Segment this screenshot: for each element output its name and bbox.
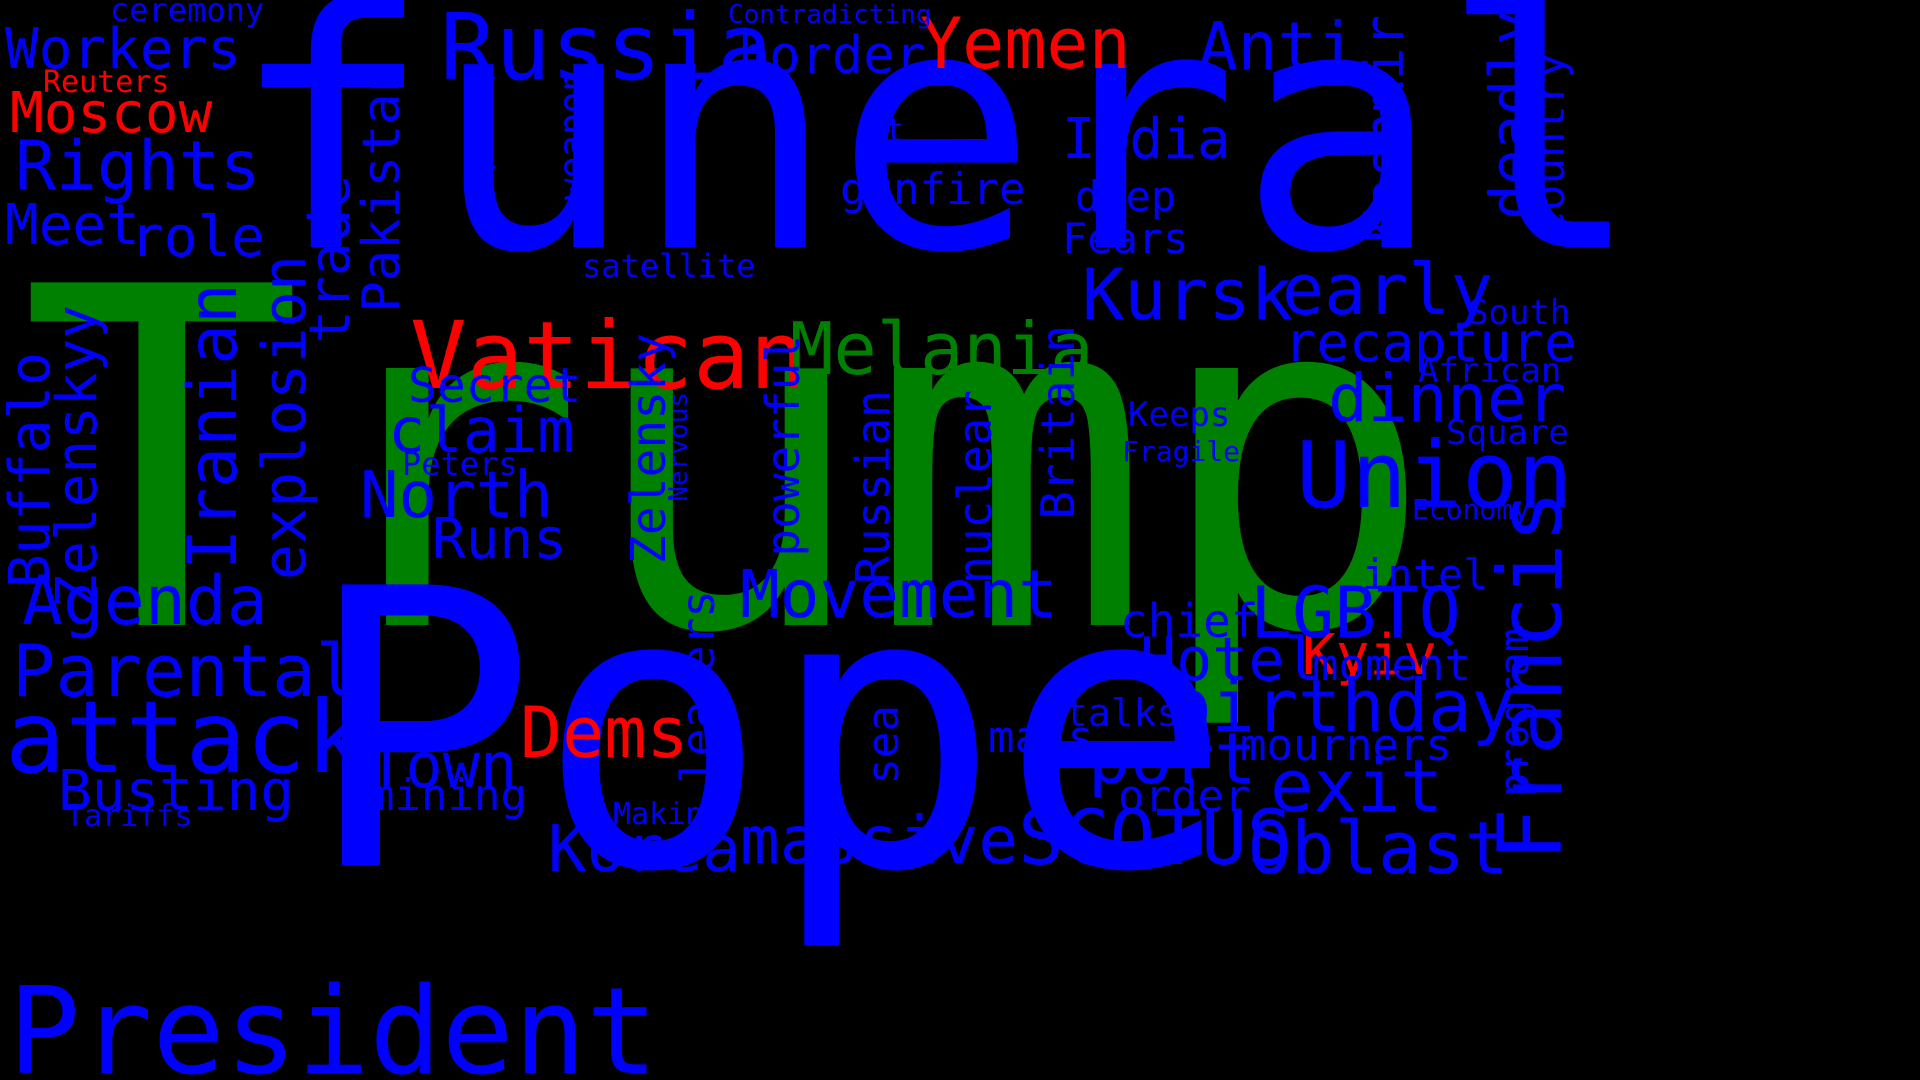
word-explosion: explosion [250, 255, 320, 581]
word-fragile: Fragile [1122, 435, 1241, 468]
word-peters: Peters [402, 445, 518, 483]
word-mass: mass [988, 712, 1094, 763]
word-buffalo: Buffalo [0, 352, 63, 589]
word-melania: Melania [790, 307, 1094, 391]
word-funeral: funeral [230, 0, 1642, 327]
word-secret: Secret [408, 358, 582, 414]
word-role: role [130, 205, 265, 270]
word-britain: Britain [1031, 325, 1085, 519]
word-iranian: Iranian [174, 283, 253, 570]
word-nervous: Nervous [664, 392, 694, 502]
word-leaders: leaders [671, 590, 725, 784]
word-vatican: Vatican [410, 302, 807, 411]
word-runs: Runs [432, 507, 567, 572]
word-india: India [1062, 107, 1231, 172]
word-port: port [1088, 718, 1257, 800]
word-order: order [1118, 771, 1251, 822]
word-early: early [1282, 249, 1493, 331]
word-weapon: weapon [552, 70, 593, 201]
word-hotel: Hotel [1140, 625, 1321, 695]
word-mining: mining [368, 770, 527, 821]
word-recapture: recapture [1284, 311, 1577, 374]
word-union: Union [1296, 422, 1573, 529]
word-rights: Rights [15, 127, 261, 206]
word-moment: moment [1312, 640, 1471, 691]
word-movement: Movement [740, 556, 1058, 633]
word-nuclear: nuclear [948, 390, 1002, 584]
word-meet: Meet [5, 193, 140, 258]
word-russian: Russian [846, 390, 900, 584]
word-yemen: Yemen [920, 3, 1131, 85]
word-mourners: mourners [1240, 720, 1452, 771]
word-african: African [1418, 351, 1562, 391]
word-dinner: dinner [1328, 360, 1567, 437]
word-ceremony: ceremony [110, 0, 265, 29]
word-st: St [866, 111, 905, 149]
word-north: North [360, 459, 553, 533]
word-trump: Trump [20, 189, 1435, 736]
word-square: Square [1446, 413, 1569, 453]
word-kashmir: Kashmir [1353, 15, 1416, 243]
word-sea: sea [858, 705, 909, 785]
word-south: South [1468, 293, 1571, 333]
word-economy: Economy [1412, 493, 1531, 526]
word-birthday: birthday [1168, 664, 1515, 748]
word-fears: Fears [1062, 214, 1189, 263]
word-dems: Dems [520, 692, 689, 774]
word-agenda: Agenda [22, 562, 268, 641]
word-gunfire: gunfire [840, 164, 1026, 215]
word-oblast: Oblast [1248, 806, 1509, 890]
word-russia: Russia [440, 0, 773, 101]
word-workers: Workers [5, 17, 242, 82]
word-scotus: SCOTUS [1018, 793, 1293, 882]
word-reuters: Reuters [43, 65, 170, 100]
word-satellite: satellite [582, 247, 756, 285]
word-contradicting: Contradicting [728, 0, 932, 30]
word-anti: Anti [1198, 8, 1357, 85]
word-country: country [1524, 52, 1575, 238]
word-lgbtq: LGBTQ [1250, 572, 1461, 654]
word-massive: massive [740, 802, 1019, 879]
word-chief: chief [1120, 594, 1259, 648]
word-kursk: Kursk [1082, 254, 1293, 336]
word-moscow: Moscow [10, 81, 213, 146]
word-parental: Parental [12, 629, 359, 713]
word-talks: talks [1065, 691, 1180, 735]
word-attack: attack [5, 679, 367, 796]
word-respects: respects [459, 75, 497, 230]
word-deep: deep [1075, 172, 1177, 221]
word-kyiv: Kyiv [1302, 623, 1437, 688]
word-intel: intel [1362, 550, 1489, 599]
word-exit: exit [1270, 744, 1444, 828]
word-korea: Korea [548, 813, 741, 887]
word-busting: Busting [58, 759, 295, 824]
word-town: Town [368, 729, 518, 802]
word-keeps: Keeps [1128, 395, 1231, 435]
word-tariffs: Tariffs [66, 799, 193, 834]
word-making: Making [613, 797, 722, 832]
word-border: border [738, 26, 926, 86]
word-powerful: powerful [756, 335, 810, 557]
word-pope: Pope [305, 508, 1233, 956]
word-pakistan: Pakistan [352, 62, 412, 313]
word-president: President [8, 963, 659, 1080]
word-claim: claim [388, 394, 575, 467]
